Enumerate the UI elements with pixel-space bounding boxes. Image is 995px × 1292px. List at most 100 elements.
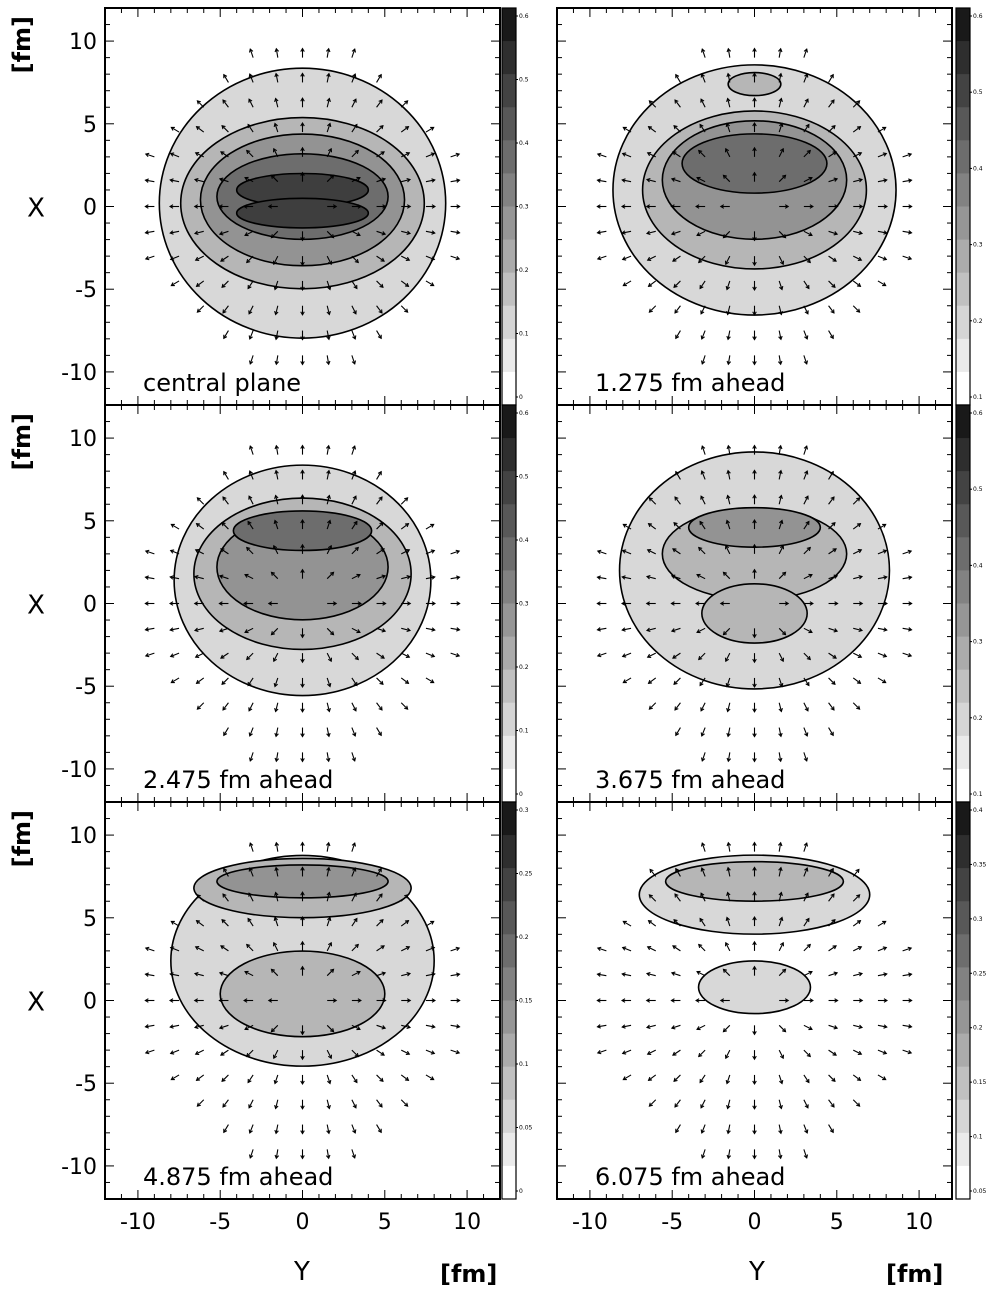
flow-arrow-head — [778, 335, 783, 341]
flow-arrow-head — [672, 654, 677, 659]
flow-arrow-head — [274, 1129, 279, 1135]
flow-arrow-head — [699, 1078, 704, 1084]
flow-arrow — [249, 752, 254, 762]
flow-arrow-head — [831, 283, 836, 289]
flow-arrow — [274, 123, 279, 133]
flow-arrow-head — [455, 255, 461, 261]
flow-arrow — [326, 842, 330, 852]
flow-arrow — [196, 523, 205, 530]
flow-arrow — [219, 1024, 229, 1029]
flow-arrow-head — [377, 334, 382, 340]
flow-arrow-head — [195, 679, 201, 684]
flow-arrow-head — [700, 445, 706, 450]
flow-arrow-head — [300, 915, 305, 921]
flow-arrow — [326, 727, 330, 737]
flow-arrow-head — [699, 284, 704, 290]
flow-arrow-head — [907, 946, 913, 952]
flow-arrow-head — [806, 149, 811, 155]
flow-arrow-head — [778, 97, 783, 103]
flow-arrow-head — [809, 204, 814, 209]
flow-arrow-head — [726, 732, 731, 738]
flow-arrow-head — [696, 176, 701, 181]
flow-arrow-head — [622, 282, 627, 287]
flow-arrow-head — [833, 628, 839, 633]
flow-arrow-head — [752, 841, 757, 846]
flow-arrow-head — [326, 891, 331, 897]
flow-arrow — [877, 1024, 887, 1028]
flow-arrow — [376, 627, 386, 632]
flow-arrow — [275, 842, 279, 852]
flow-arrow — [425, 973, 435, 977]
flow-arrow — [648, 677, 657, 684]
flow-arrow-head — [647, 126, 653, 131]
flow-arrow — [623, 523, 632, 530]
flow-arrow-head — [621, 653, 627, 658]
colorbar-step — [956, 636, 970, 671]
flow-arrow — [248, 495, 254, 505]
flow-arrow-head — [300, 518, 305, 524]
flow-arrow — [725, 652, 731, 662]
flow-arrow-head — [648, 497, 653, 502]
flow-arrow-head — [247, 1078, 252, 1084]
flow-arrow — [221, 522, 229, 530]
flow-arrow-head — [169, 972, 174, 977]
flow-arrow — [778, 495, 782, 505]
flow-arrow-head — [196, 308, 201, 313]
flow-arrow-head — [646, 1050, 652, 1055]
flow-arrow — [196, 280, 205, 287]
flow-arrow — [400, 702, 409, 710]
flow-arrow — [673, 522, 681, 530]
flow-arrow-head — [300, 940, 305, 946]
flow-arrow — [877, 920, 886, 927]
flow-arrow-head — [856, 282, 862, 287]
flow-arrow-head — [596, 1049, 602, 1055]
flow-arrow — [170, 652, 180, 657]
colorbar-step — [956, 504, 970, 538]
flow-arrow — [828, 330, 834, 339]
flow-arrow — [376, 972, 386, 977]
flow-arrow-head — [908, 230, 913, 235]
flow-arrow-head — [377, 867, 382, 873]
flow-arrow-head — [645, 230, 651, 236]
flow-arrow-head — [782, 571, 787, 576]
flow-arrow-head — [621, 972, 626, 977]
flow-arrow — [622, 576, 632, 580]
flow-arrow-head — [907, 549, 913, 555]
flow-arrow-head — [330, 1028, 335, 1033]
flow-arrow — [326, 255, 332, 265]
colorbar-step — [502, 438, 516, 472]
flow-arrow — [700, 702, 706, 712]
flow-arrow — [351, 73, 356, 83]
flow-arrow-head — [622, 1076, 627, 1081]
flow-arrow-head — [168, 204, 174, 209]
flow-arrow-head — [833, 1025, 839, 1030]
flow-arrow-head — [698, 655, 703, 661]
flow-arrow-head — [274, 47, 280, 53]
x-tick-label: 5 — [830, 1210, 844, 1235]
flow-arrow — [222, 305, 229, 314]
flow-arrow — [376, 1049, 385, 1056]
flow-arrow-head — [352, 73, 357, 78]
flow-arrow-head — [430, 653, 436, 658]
flow-arrow — [623, 280, 632, 287]
flow-arrow-head — [596, 152, 602, 158]
flow-arrow-head — [779, 941, 785, 947]
flow-arrow-head — [300, 1130, 305, 1135]
colorbar-label: 0.3 — [973, 242, 983, 249]
flow-arrow — [723, 174, 731, 183]
flow-arrow-head — [406, 627, 412, 633]
colorbar-label: 0.25 — [519, 871, 533, 878]
flow-arrow — [223, 471, 229, 480]
flow-arrow — [145, 255, 155, 260]
flow-arrow-head — [778, 72, 783, 78]
flow-arrow-head — [430, 946, 436, 951]
flow-arrow-head — [858, 1024, 864, 1030]
y-tick-label: 0 — [83, 593, 97, 618]
flow-arrow — [326, 48, 330, 58]
flow-arrow — [877, 550, 887, 555]
flow-arrow-head — [194, 256, 200, 261]
flow-arrow-head — [803, 360, 809, 365]
flow-arrow-head — [144, 152, 150, 158]
flow-arrow-head — [856, 523, 862, 528]
flow-arrow — [273, 148, 279, 158]
